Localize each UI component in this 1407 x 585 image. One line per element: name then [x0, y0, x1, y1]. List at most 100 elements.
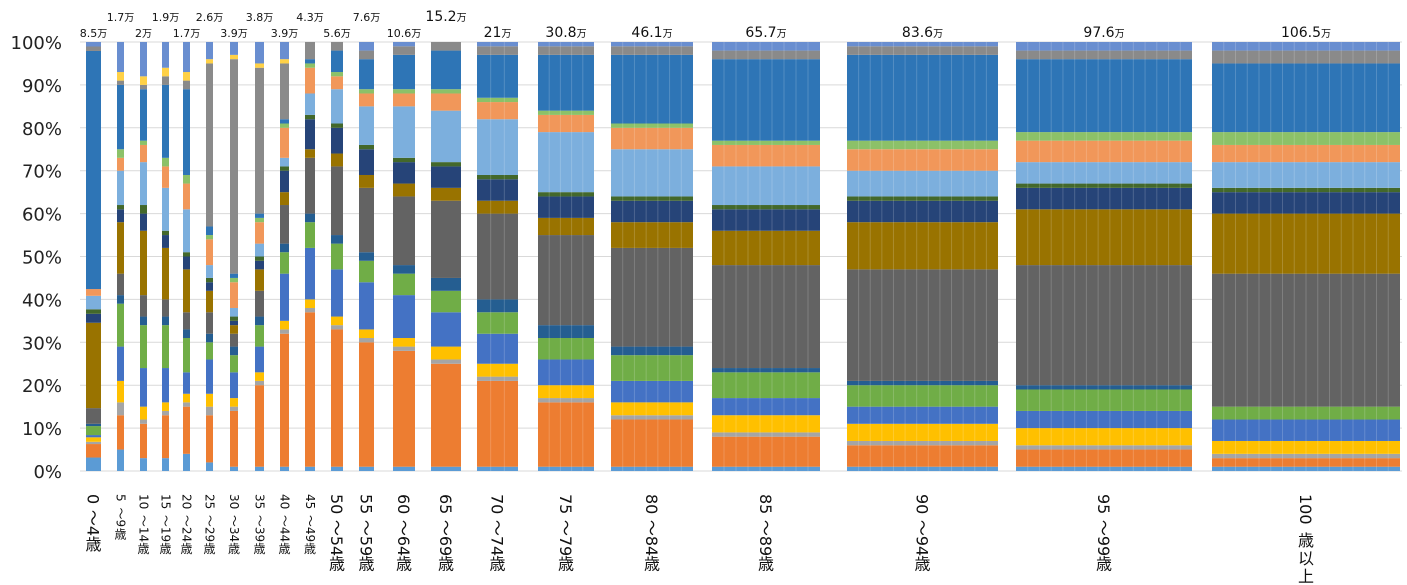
- bar-segment: [162, 299, 169, 317]
- bar-segment: [712, 432, 820, 437]
- x-category-label: 70 ～74歳: [488, 494, 507, 574]
- x-category-number: 50: [327, 494, 346, 514]
- bar-segment: [331, 50, 343, 73]
- bar-segment: [538, 466, 594, 471]
- bar-segment: [230, 410, 238, 467]
- bar-segment: [206, 282, 213, 291]
- bar-segment: [359, 329, 374, 339]
- bar-segment: [359, 342, 374, 467]
- bar-segment: [117, 346, 124, 381]
- bar-segment: [538, 359, 594, 386]
- bar-segment: [359, 106, 374, 145]
- bar-total-label: 1.9万: [152, 11, 180, 24]
- x-category-number: 30: [227, 494, 241, 509]
- x-category-suffix: 以: [1298, 549, 1314, 568]
- bar-segment: [1212, 213, 1400, 274]
- bar-column: [117, 42, 124, 471]
- bar-segment: [477, 299, 518, 313]
- bar-total-value: 4.3: [296, 11, 314, 24]
- y-tick-label: 90%: [22, 76, 62, 97]
- bar-segment: [1212, 63, 1400, 133]
- bar-segment: [331, 127, 343, 154]
- bar-segment: [140, 419, 147, 424]
- bar-segment: [183, 406, 190, 454]
- bar-segment: [847, 440, 998, 446]
- bar-total-unit: 万: [142, 29, 152, 40]
- bar-total-value: 1.7: [107, 11, 125, 24]
- bar-segment: [162, 76, 169, 85]
- x-category-number: 5: [114, 494, 128, 502]
- bar-segment: [847, 149, 998, 171]
- bar-segment: [431, 277, 461, 291]
- bar-segment: [331, 153, 343, 167]
- x-category-number: 65: [436, 494, 455, 514]
- bar-segment: [431, 466, 461, 471]
- bar-segment: [712, 50, 820, 60]
- bar-segment: [183, 269, 190, 313]
- bar-segment: [331, 123, 343, 128]
- bar-segment: [183, 183, 190, 210]
- bar-segment: [140, 230, 147, 296]
- bar-segment: [1016, 140, 1192, 163]
- bar-segment: [477, 97, 518, 103]
- bar-segment: [206, 239, 213, 266]
- bar-segment: [477, 46, 518, 55]
- bar-segment: [230, 282, 238, 308]
- bar-segment: [1212, 50, 1400, 64]
- bar-segment: [280, 170, 289, 193]
- x-category-suffix: 歳: [644, 555, 660, 574]
- bar-segment: [712, 205, 820, 210]
- bar-segment: [431, 93, 461, 111]
- bar-segment: [847, 42, 998, 47]
- bar-segment: [712, 209, 820, 231]
- bar-segment: [847, 196, 998, 201]
- bar-segment: [86, 42, 101, 47]
- bar-segment: [1212, 419, 1400, 441]
- bar-segment: [140, 423, 147, 459]
- bar-segment: [305, 67, 315, 94]
- bar-segment: [712, 166, 820, 206]
- bar-segment: [431, 290, 461, 313]
- bar-segment: [230, 406, 238, 411]
- bar-segment: [86, 50, 101, 290]
- bar-column: [140, 42, 147, 471]
- bar-segment: [183, 338, 190, 373]
- bar-segment: [140, 325, 147, 369]
- x-axis-category-labels: 0～4歳5～9歳10～14歳15～19歳20～24歳25～29歳30～34歳35…: [83, 494, 1315, 585]
- bar-segment: [162, 67, 169, 77]
- bar-segment: [1016, 389, 1192, 411]
- bar-total-labels: 8.5万1.7万2万1.9万1.7万2.6万3.9万3.8万3.9万4.3万5.…: [80, 9, 1331, 41]
- bar-segment: [611, 222, 693, 248]
- bar-segment: [86, 457, 101, 471]
- bar-segment: [359, 282, 374, 330]
- x-category-suffix: 歳: [758, 555, 774, 574]
- x-category-suffix: 歳: [489, 555, 505, 574]
- bar-total-label: 3.9万: [220, 27, 248, 40]
- bar-segment: [117, 303, 124, 347]
- bar-segment: [255, 67, 264, 214]
- bar-column: [206, 42, 213, 471]
- bar-total-value: 65.7: [745, 25, 776, 41]
- bar-segment: [712, 59, 820, 141]
- x-category-number: 60: [394, 494, 413, 514]
- bar-segment: [305, 247, 315, 300]
- bar-segment: [1016, 385, 1192, 390]
- bar-column: [230, 42, 238, 471]
- bar-segment: [712, 144, 820, 167]
- bar-segment: [117, 415, 124, 450]
- bar-segment: [359, 260, 374, 283]
- bar-segment: [86, 435, 101, 438]
- bar-total-label: 46.1万: [631, 25, 672, 41]
- bar-segment: [140, 89, 147, 141]
- bar-segment: [206, 63, 213, 227]
- bar-segment: [183, 256, 190, 270]
- bar-total-label: 2万: [135, 27, 152, 40]
- bar-total-value: 1.9: [152, 11, 170, 24]
- bar-segment: [477, 179, 518, 201]
- bar-total-label: 3.8万: [246, 11, 274, 24]
- bar-segment: [359, 466, 374, 471]
- bar-segment: [359, 338, 374, 343]
- x-category-range: ～44: [278, 515, 292, 542]
- y-tick-label: 30%: [22, 333, 62, 354]
- bar-segment: [140, 205, 147, 214]
